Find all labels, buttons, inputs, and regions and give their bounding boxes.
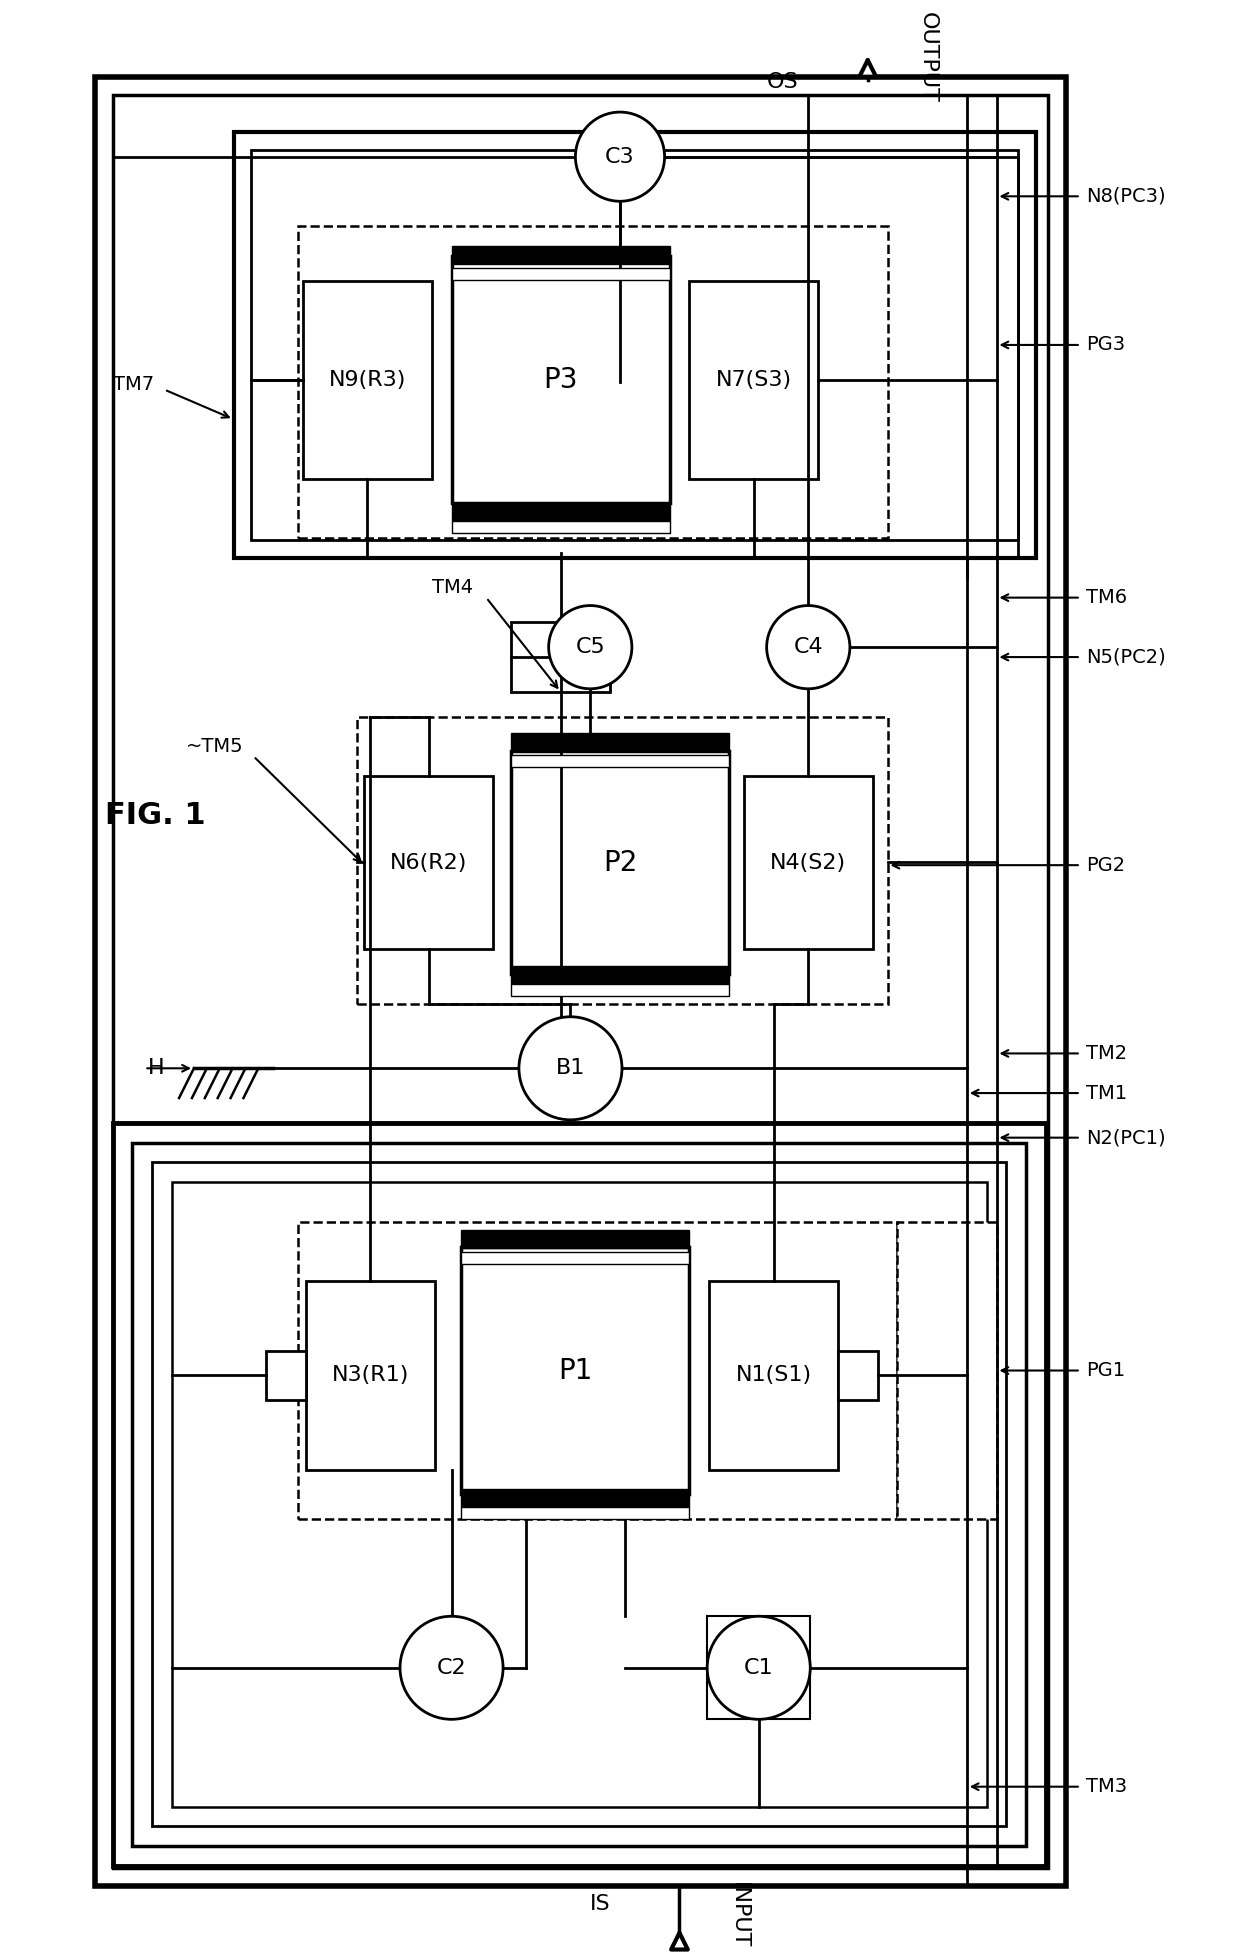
Bar <box>511 985 729 997</box>
Bar <box>172 1182 987 1807</box>
Text: PG1: PG1 <box>1086 1362 1125 1380</box>
Circle shape <box>518 1016 622 1120</box>
Bar <box>838 1350 878 1401</box>
Text: TM1: TM1 <box>1086 1084 1127 1102</box>
Circle shape <box>548 606 632 690</box>
Bar <box>451 246 670 264</box>
Bar <box>113 1124 1047 1866</box>
Text: C4: C4 <box>794 637 823 657</box>
Bar <box>461 1229 689 1249</box>
Bar <box>511 754 729 768</box>
Text: N3(R1): N3(R1) <box>331 1366 409 1385</box>
Bar <box>267 1350 306 1401</box>
Text: TM2: TM2 <box>1086 1043 1127 1063</box>
Bar <box>511 623 610 692</box>
Bar <box>511 965 729 985</box>
Bar <box>233 133 1037 559</box>
Circle shape <box>707 1616 810 1720</box>
Text: P1: P1 <box>558 1356 593 1385</box>
Text: N5(PC2): N5(PC2) <box>1086 647 1166 666</box>
Bar <box>451 268 670 279</box>
Text: C1: C1 <box>744 1657 774 1678</box>
Text: N6(R2): N6(R2) <box>391 852 467 873</box>
Bar <box>357 717 888 1004</box>
Bar <box>303 281 432 479</box>
Text: PG3: PG3 <box>1086 336 1125 354</box>
Circle shape <box>766 606 849 690</box>
Text: N9(R3): N9(R3) <box>329 369 405 389</box>
Text: TM7: TM7 <box>113 375 154 395</box>
Text: P2: P2 <box>603 848 637 877</box>
Bar <box>898 1221 997 1518</box>
Text: C5: C5 <box>575 637 605 657</box>
Text: PG2: PG2 <box>1086 856 1125 875</box>
Text: IS: IS <box>589 1893 610 1913</box>
Bar <box>511 733 729 750</box>
Bar <box>461 1489 689 1507</box>
Bar <box>461 1507 689 1518</box>
Circle shape <box>575 111 665 201</box>
Bar <box>451 522 670 533</box>
Bar <box>461 1253 689 1264</box>
Bar <box>365 776 494 950</box>
Bar <box>252 150 1018 539</box>
Bar <box>113 96 1048 1868</box>
Circle shape <box>401 1616 503 1720</box>
Text: ~TM5: ~TM5 <box>186 737 243 756</box>
Text: TM4: TM4 <box>432 578 472 598</box>
Bar <box>94 78 1066 1886</box>
Text: H: H <box>148 1059 164 1079</box>
Text: P3: P3 <box>543 365 578 393</box>
Bar <box>451 256 670 504</box>
Text: FIG. 1: FIG. 1 <box>104 801 206 830</box>
Bar <box>689 281 818 479</box>
Bar <box>298 227 888 537</box>
Text: OS: OS <box>766 72 799 92</box>
Text: TM3: TM3 <box>1086 1778 1127 1796</box>
Bar <box>153 1163 1007 1827</box>
Text: N4(S2): N4(S2) <box>770 852 847 873</box>
Text: TM6: TM6 <box>1086 588 1127 608</box>
Text: INPUT: INPUT <box>729 1882 749 1948</box>
Bar <box>133 1143 1027 1847</box>
Text: C2: C2 <box>436 1657 466 1678</box>
Bar <box>511 750 729 975</box>
Text: N1(S1): N1(S1) <box>735 1366 812 1385</box>
Bar <box>451 504 670 522</box>
Text: B1: B1 <box>556 1059 585 1079</box>
Text: N7(S3): N7(S3) <box>715 369 792 389</box>
Bar <box>709 1282 838 1469</box>
Bar <box>744 776 873 950</box>
Text: N8(PC3): N8(PC3) <box>1086 188 1166 205</box>
Bar <box>707 1616 810 1720</box>
Text: OUTPUT: OUTPUT <box>918 12 937 104</box>
Bar <box>461 1247 689 1495</box>
Bar <box>306 1282 435 1469</box>
Bar <box>298 1221 898 1518</box>
Text: N2(PC1): N2(PC1) <box>1086 1127 1166 1147</box>
Text: C3: C3 <box>605 147 635 166</box>
